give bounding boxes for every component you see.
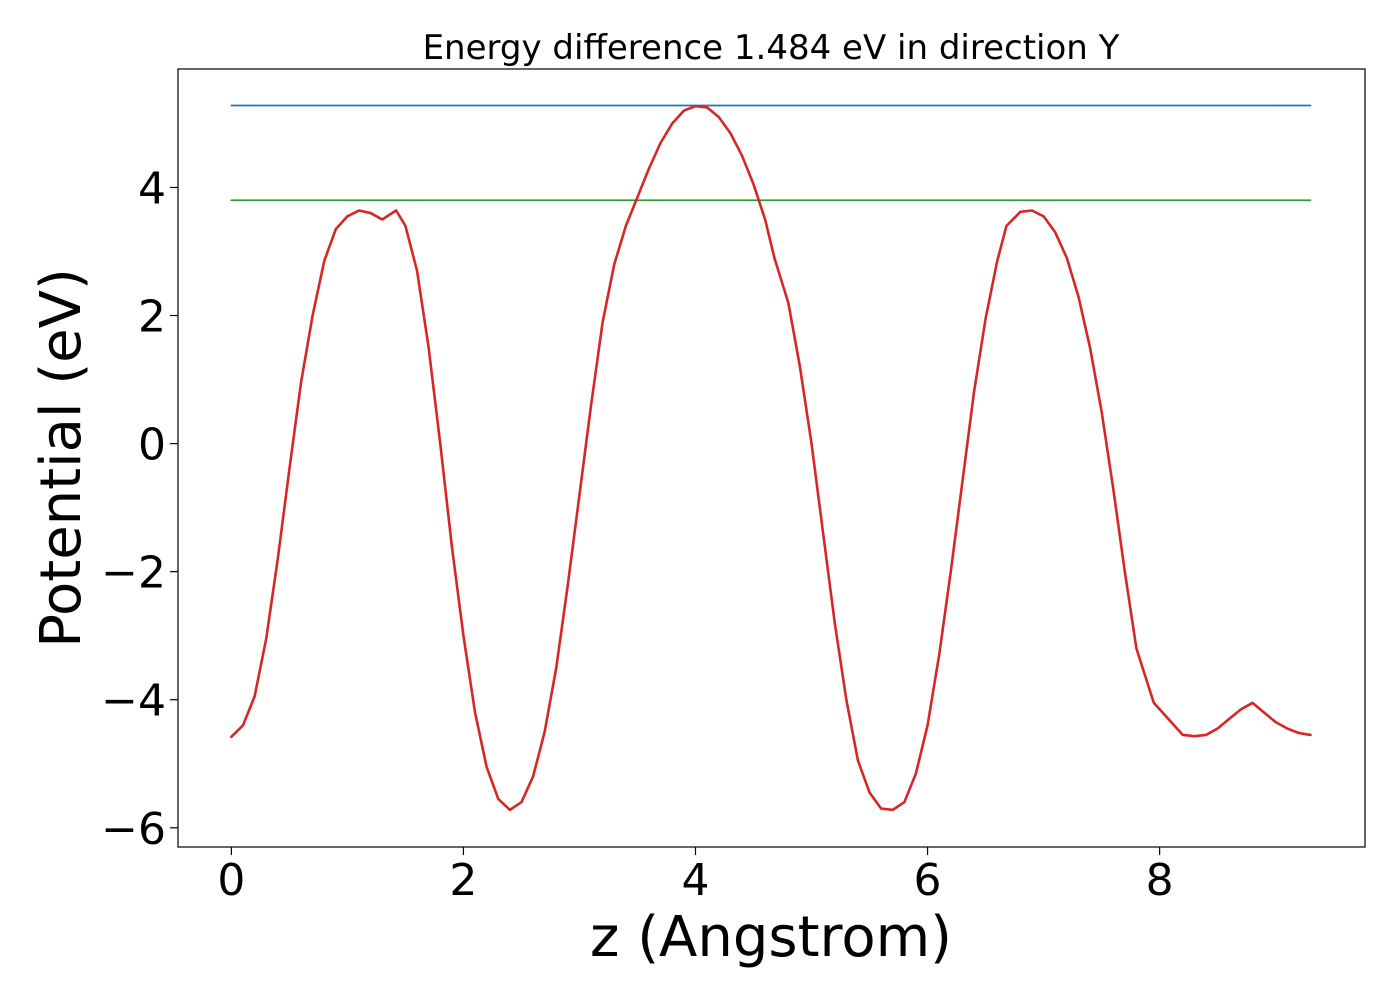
y-tick-label: −4 [101, 676, 166, 727]
series-layer [230, 104, 1312, 812]
x-tick-label: 0 [217, 855, 245, 906]
axes-frame [177, 68, 1366, 848]
x-tick-label: 8 [1146, 855, 1174, 906]
y-axis-ticks: −6 −4 −2 0 2 4 [101, 163, 178, 855]
y-tick-label: 4 [138, 163, 166, 214]
y-tick-label: 2 [138, 292, 166, 343]
plot-area [177, 68, 1366, 848]
y-axis-label: Potential (eV) [29, 268, 94, 648]
y-tick-label: 0 [138, 420, 166, 471]
x-tick-label: 6 [914, 855, 942, 906]
y-tick-label: −6 [101, 804, 166, 855]
x-axis-label: z (Angstrom) [590, 905, 952, 970]
y-tick-label: −2 [101, 548, 166, 599]
x-tick-label: 2 [449, 855, 477, 906]
chart-title: Energy difference 1.484 eV in direction … [423, 28, 1120, 68]
series-line-3 [230, 104, 1312, 812]
x-tick-label: 4 [681, 855, 709, 906]
x-axis-ticks: 0 2 4 6 8 [217, 847, 1174, 906]
